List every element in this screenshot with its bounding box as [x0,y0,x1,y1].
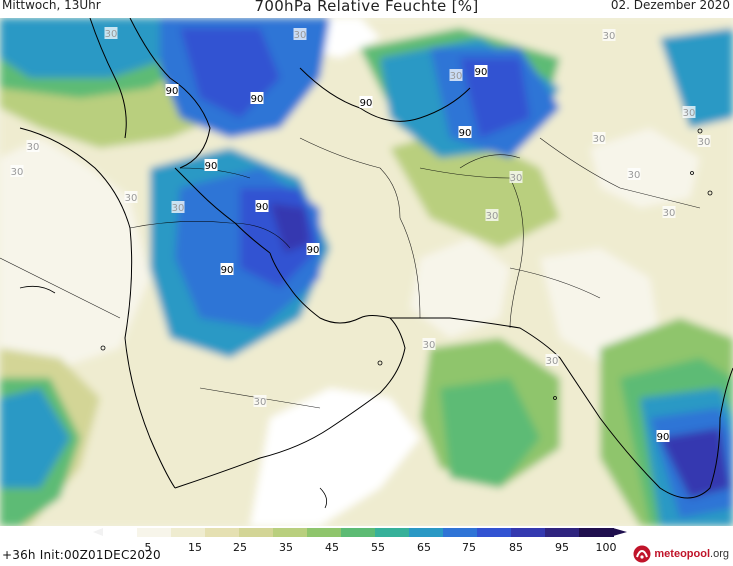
contour-label-text: 90 [360,98,373,109]
color-scale-tick-label: 15 [188,541,202,554]
contour-label-text: 30 [593,134,606,145]
color-scale-tick-label: 25 [233,541,247,554]
contour-label: 30 [104,27,118,40]
contour-label-text: 30 [450,71,463,82]
contour-label: 30 [253,395,267,408]
contour-labels: 90 90 90 90 90 90 90 90 90 90 30 30 30 30 30 30 30 30 30 30… [10,27,711,443]
forecast-day-label: Mittwoch, 13Uhr [2,0,101,12]
color-scale-tick-label: 100 [595,541,617,554]
contour-label-text: 30 [254,397,267,408]
color-scale-segment [375,528,410,537]
contour-label-text: 30 [486,211,499,222]
contour-label: 30 [697,135,711,148]
color-scale-segment [341,528,376,537]
contour-label-text: 30 [105,29,118,40]
contour-label-text: 90 [307,245,320,256]
logo-globe-icon [633,545,651,563]
contour-label: 30 [293,28,307,41]
contour-label-text: 30 [423,340,436,351]
contour-label-text: 30 [27,142,40,153]
color-scale-bar [93,528,631,540]
contour-label-text: 90 [256,202,269,213]
meteopool-logo[interactable]: meteopool.org [633,544,729,564]
contour-label: 30 [124,191,138,204]
contour-label: 90 [359,96,373,109]
country-borders [0,137,701,409]
contour-label: 90 [255,200,269,213]
contour-label-text: 90 [205,161,218,172]
contour-label: 90 [474,65,488,78]
color-scale-segment [409,528,444,537]
contour-label-text: 30 [603,31,616,42]
islands [19,128,713,509]
contour-label-text: 90 [221,265,234,276]
color-scale-segment [205,528,240,537]
contour-label: 30 [682,106,696,119]
contour-label: 30 [171,201,185,214]
contour-label-text: 30 [11,167,24,178]
contour-label-text: 30 [663,208,676,219]
color-scale-tick-label: 65 [417,541,431,554]
color-scale-tick-label: 85 [509,541,523,554]
contour-label-text: 30 [683,108,696,119]
contour-label: 30 [602,29,616,42]
color-scale-segment [103,528,138,537]
color-scale-segment [171,528,206,537]
color-scale-segment [239,528,274,537]
contour-label: 90 [204,159,218,172]
contour-label: 90 [656,430,670,443]
color-scale-segment [307,528,342,537]
contour-label: 30 [422,338,436,351]
color-scale-arrow-left [93,528,103,536]
color-scale-segment [137,528,172,537]
color-scale-tick-label: 45 [325,541,339,554]
color-scale-segment [579,528,614,537]
contour-label-text: 90 [166,86,179,97]
contour-label: 90 [458,126,472,139]
contour-label-text: 90 [459,128,472,139]
contour-label: 30 [545,354,559,367]
contour-label-text: 90 [475,67,488,78]
contour-label-text: 30 [294,30,307,41]
color-scale-tick-label: 35 [279,541,293,554]
color-scale-tick-label: 5 [144,541,152,554]
color-scale-arrow-right [613,528,627,536]
map-title: 700hPa Relative Feuchte [%] [254,0,479,15]
humidity-map: 90 90 90 90 90 90 90 90 90 90 30 30 30 30 30 30 30 30 30 30… [0,18,733,526]
color-scale-tick-label: 95 [555,541,569,554]
color-scale-segment [545,528,580,537]
contour-label: 30 [592,132,606,145]
contour-label-text: 90 [657,432,670,443]
color-scale-segment [477,528,512,537]
coastlines [19,18,733,499]
contour-label: 90 [250,92,264,105]
color-scale-segment [511,528,546,537]
contour-label-text: 30 [125,193,138,204]
contour-label: 30 [26,140,40,153]
contour-label: 30 [449,69,463,82]
contour-label-text: 30 [698,137,711,148]
contour-label: 90 [306,243,320,256]
contour-label-text: 30 [172,203,185,214]
contour-label-text: 30 [510,173,523,184]
contour-label: 30 [627,168,641,181]
color-scale-tick-label: 55 [371,541,385,554]
color-scale-tick-label: 75 [462,541,476,554]
contour-label-text: 90 [251,94,264,105]
contour-label-text: 30 [628,170,641,181]
humidity-field [0,18,733,526]
contour-label-text: 30 [546,356,559,367]
color-scale-segment [443,528,478,537]
valid-date-label: 02. Dezember 2020 [610,0,730,12]
contour-label: 30 [485,209,499,222]
color-scale-segment [273,528,308,537]
contour-label: 30 [662,206,676,219]
contour-label: 90 [220,263,234,276]
contour-label: 30 [10,165,24,178]
contour-label: 90 [165,84,179,97]
contour-label: 30 [509,171,523,184]
logo-text: meteopool.org [654,548,729,560]
model-run-info: +36h Init:00Z01DEC2020 [2,548,161,562]
